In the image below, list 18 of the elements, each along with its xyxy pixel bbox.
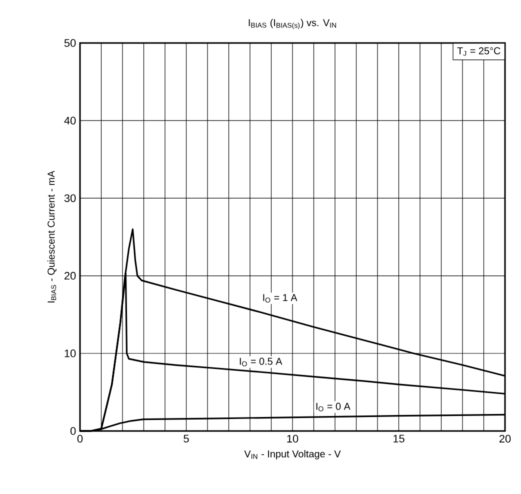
x-tick-label: 15 xyxy=(393,434,404,442)
y-tick-label: 0 xyxy=(70,427,76,435)
x-tick-label: 5 xyxy=(184,434,189,442)
x-tick-label: 10 xyxy=(287,434,298,443)
y-tick-label: 40 xyxy=(64,116,76,124)
y-tick-label: 20 xyxy=(64,272,76,280)
chart-title: I$_{BIAS}$ (I$_{BIAS(s)}$) vs. V$_{IN}$ xyxy=(248,18,336,30)
y-tick-label: 10 xyxy=(64,350,76,358)
x-tick-label: 0 xyxy=(77,434,83,443)
series-label: I$_{O}$ = 1 A xyxy=(263,294,298,303)
y-tick-label: 50 xyxy=(64,39,76,47)
x-tick-label: 20 xyxy=(499,434,511,443)
x-axis-title: V$_{IN}$ - Input Voltage - V xyxy=(244,450,341,460)
annotation: T$_{J}$ = 25°C xyxy=(457,47,500,56)
series-label: I$_{O}$ = 0 A xyxy=(316,402,350,412)
y-axis-title: I$_{BIAS}$ - Quiescent Current - mA xyxy=(47,170,56,302)
y-tick-label: 30 xyxy=(64,194,76,202)
series-label: I$_{O}$ = 0.5 A xyxy=(240,358,282,366)
